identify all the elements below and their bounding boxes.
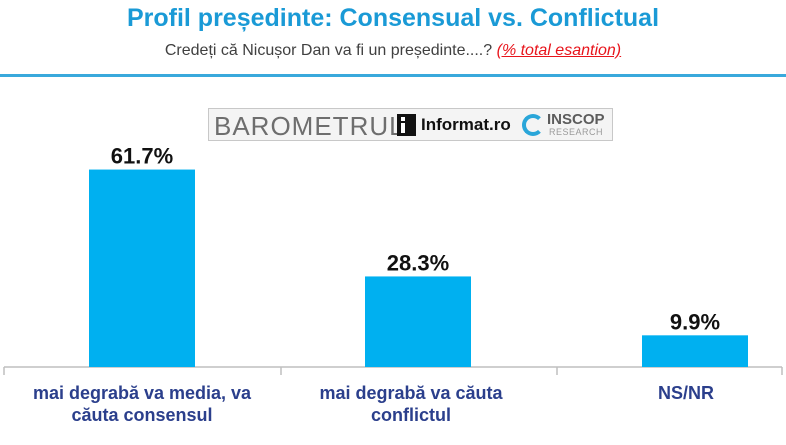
title-divider [0,74,786,77]
inscop-logo-subtext: RESEARCH [549,127,604,137]
bar-2 [642,335,748,367]
survey-question: Credeți că Nicușor Dan va fi un președin… [164,42,493,59]
bar-1 [365,276,471,367]
data-label-2: 9.9% [670,309,720,334]
inscop-logo-icon [522,114,544,136]
inscop-logo-text: INSCOP [547,111,605,128]
data-label-1: 28.3% [387,250,449,275]
chart-title: Profil președinte: Consensual vs. Confli… [126,4,660,32]
barometer-logo-text: BAROMETRUL [214,111,405,141]
data-label-0: 61.7% [111,144,173,169]
bar-0 [89,169,195,367]
barometer-logo-banner: BAROMETRUL Informat.ro INSCOP RESEARCH [208,108,613,141]
informat-logo-text: Informat.ro [421,115,511,134]
chart-subtitle: Credeți că Nicușor Dan va fi un președin… [0,42,786,60]
sample-note: (% total esantion) [496,42,622,59]
category-label-conflict: mai degrabă va căuta conflictul [319,383,503,425]
informat-logo-icon [397,114,416,136]
category-label-nsnr: NS/NR [657,383,714,403]
category-label-consensus: mai degrabă va media, va căuta consensul [32,383,252,425]
